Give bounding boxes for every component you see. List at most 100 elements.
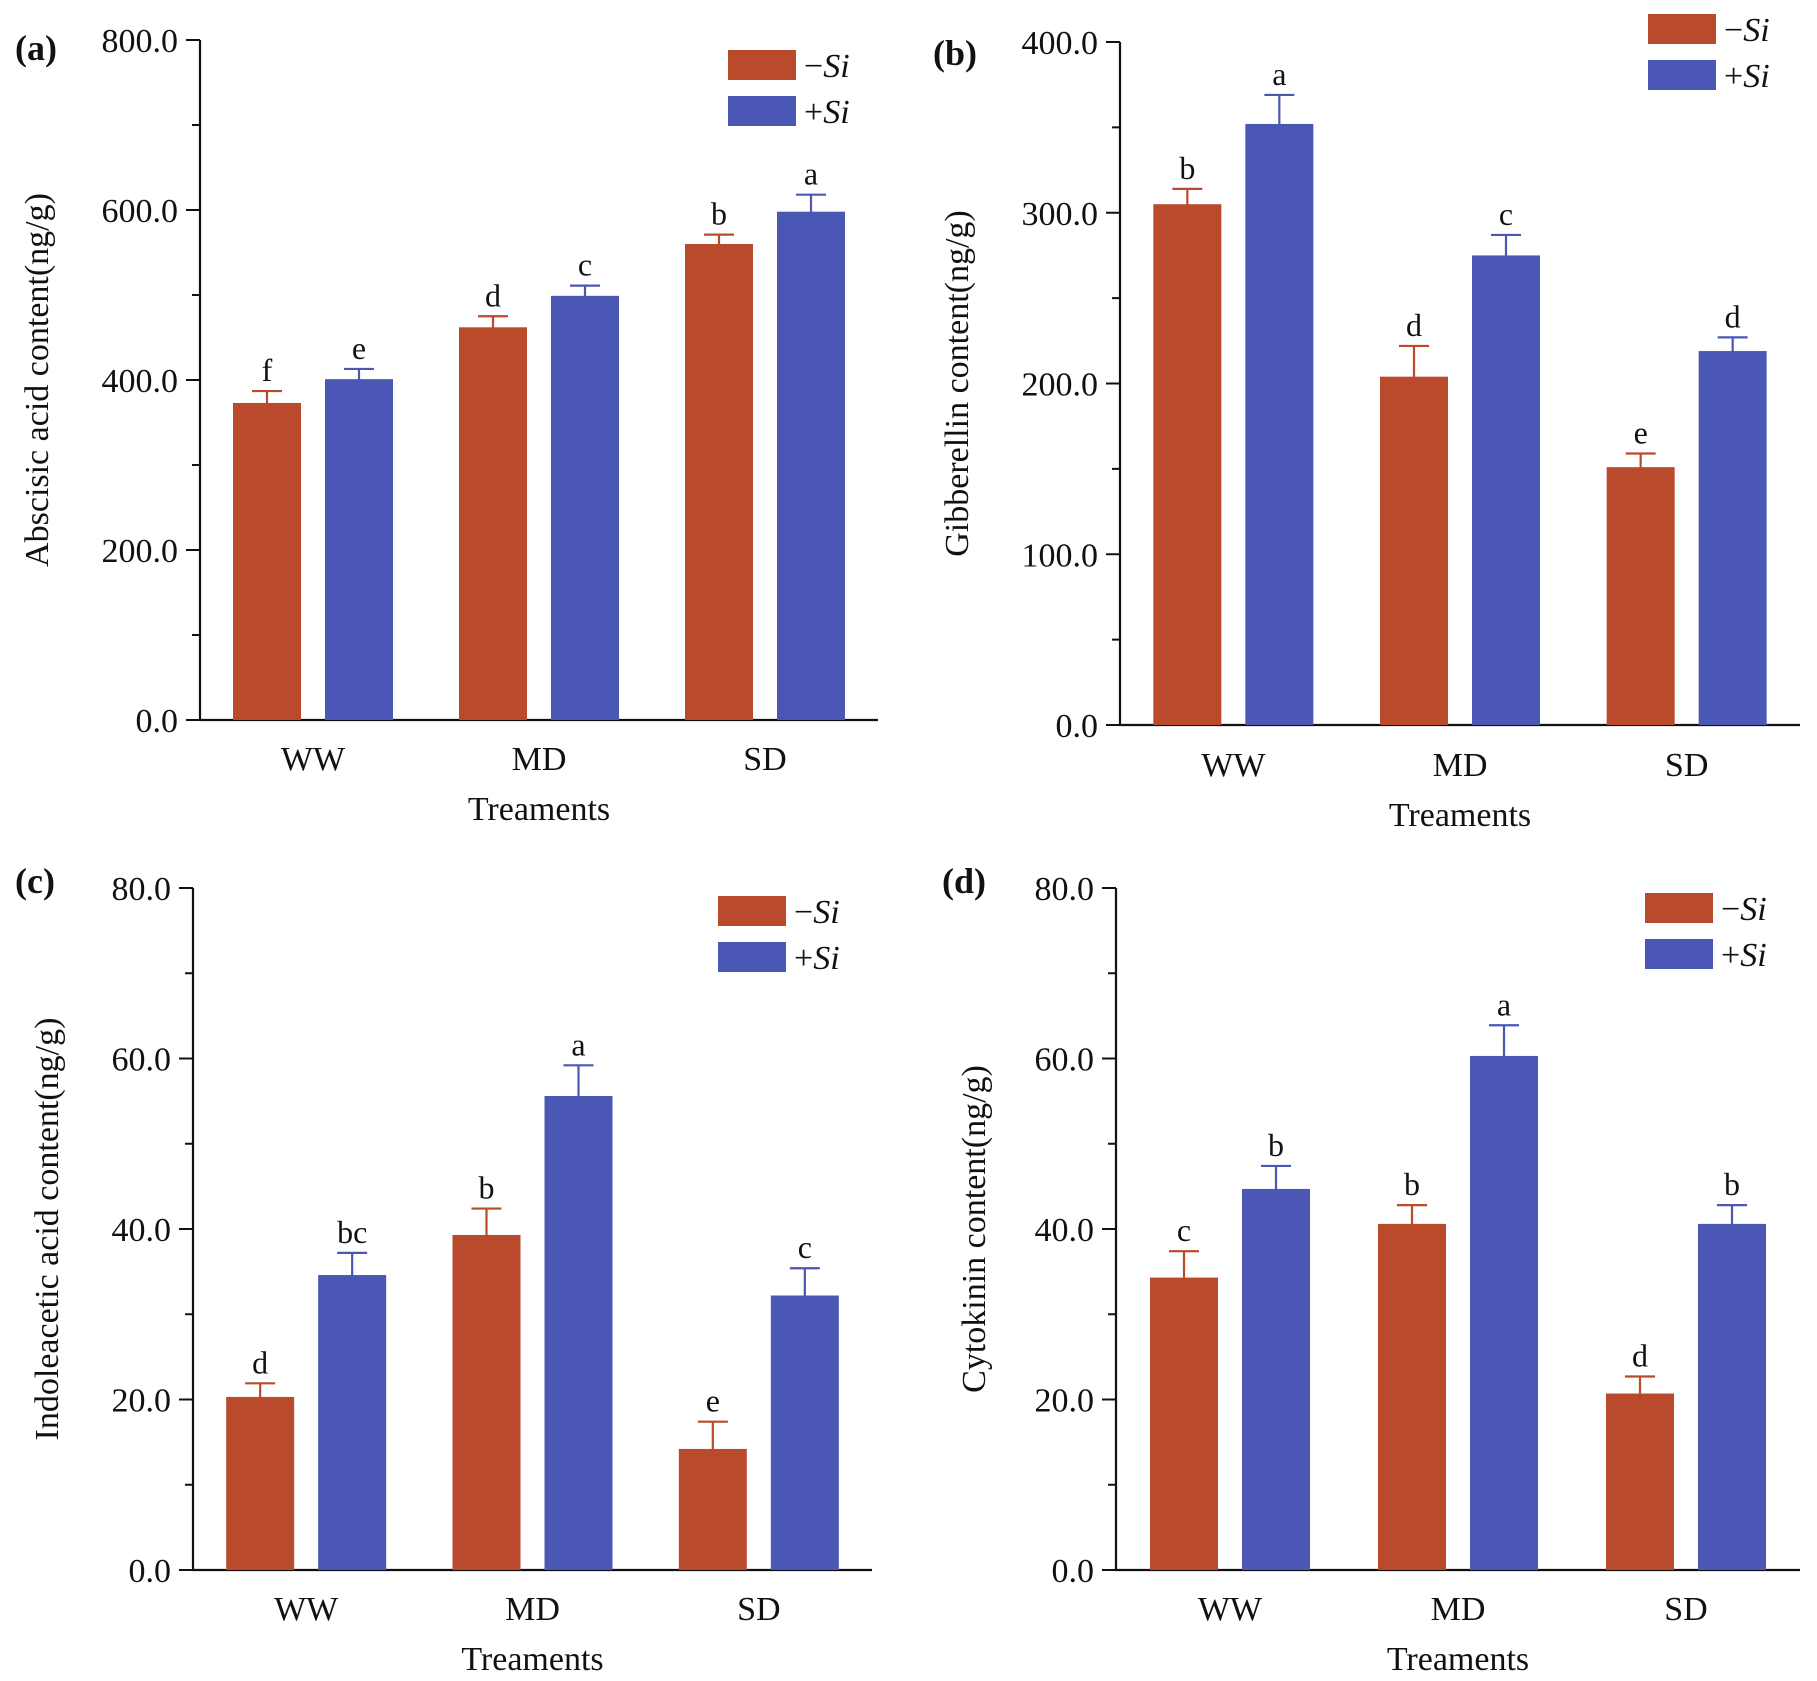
y-tick-label: 300.0 <box>1022 196 1099 233</box>
x-tick-label: SD <box>1664 1591 1707 1628</box>
panel-label: (b) <box>933 33 977 73</box>
significance-label: d <box>252 1344 268 1380</box>
legend-label-minus-si: −Si <box>1721 891 1767 928</box>
legend-swatch-minus-si <box>1645 893 1713 923</box>
bar-plus-si-sd <box>1698 351 1767 725</box>
panel-label: (c) <box>15 861 55 901</box>
legend-label-minus-si: −Si <box>794 894 840 931</box>
bar-plus-si-md <box>551 295 619 720</box>
significance-label: c <box>798 1229 812 1265</box>
significance-label: b <box>1179 150 1195 186</box>
legend-sign: + <box>794 940 813 977</box>
x-axis-title: Treaments <box>1387 1641 1529 1678</box>
significance-label: b <box>479 1170 495 1206</box>
significance-label: a <box>1497 986 1511 1022</box>
legend-sign: + <box>1724 58 1743 95</box>
legend-sign: − <box>804 48 823 85</box>
x-tick-label: SD <box>1665 747 1708 784</box>
legend-label-plus-si: +Si <box>1724 58 1770 95</box>
bar-plus-si-md <box>1470 1055 1538 1570</box>
bar-minus-si-md <box>459 327 527 720</box>
significance-label: a <box>1272 56 1286 92</box>
y-tick-label: 40.0 <box>112 1212 172 1249</box>
legend-label-plus-si: +Si <box>804 94 850 131</box>
panel-label: (d) <box>942 861 986 901</box>
significance-label: c <box>578 247 592 283</box>
significance-label: c <box>1177 1212 1191 1248</box>
legend-name: Si <box>1743 58 1769 95</box>
y-tick-label: 400.0 <box>1022 25 1099 62</box>
y-tick-label: 100.0 <box>1022 537 1099 574</box>
x-axis-title: Treaments <box>461 1641 603 1678</box>
panel-a: 0.0 200.0 400.0 600.0 800.0 f e WW d c MD b a SD Tream… <box>15 23 878 828</box>
bar-plus-si-md <box>544 1096 613 1570</box>
bar-plus-si-sd <box>777 211 845 720</box>
legend-name: Si <box>823 94 849 131</box>
significance-label: e <box>1634 415 1648 451</box>
significance-label: a <box>804 156 818 192</box>
y-tick-label: 80.0 <box>1035 871 1095 908</box>
y-tick-label: 200.0 <box>1022 367 1099 404</box>
y-tick-label: 0.0 <box>136 703 179 740</box>
bar-plus-si-ww <box>318 1275 387 1570</box>
y-tick-label: 80.0 <box>112 871 172 908</box>
legend-name: Si <box>813 940 839 977</box>
legend-label-plus-si: +Si <box>1721 937 1767 974</box>
legend-swatch-plus-si <box>728 96 796 126</box>
y-tick-label: 0.0 <box>1056 708 1099 745</box>
significance-label: b <box>711 196 727 232</box>
bar-minus-si-md <box>1378 1223 1446 1570</box>
y-tick-label: 400.0 <box>102 363 179 400</box>
bar-minus-si-ww <box>233 402 301 720</box>
bar-minus-si-md <box>452 1234 521 1570</box>
x-tick-label: WW <box>1198 1591 1263 1628</box>
bar-minus-si-md <box>1380 376 1448 725</box>
x-tick-label: MD <box>1433 747 1488 784</box>
y-tick-label: 20.0 <box>112 1383 172 1420</box>
bar-plus-si-ww <box>1245 123 1314 725</box>
bar-plus-si-sd <box>770 1295 839 1570</box>
bar-minus-si-ww <box>1153 204 1222 725</box>
y-tick-label: 60.0 <box>1035 1042 1095 1079</box>
y-tick-label: 40.0 <box>1035 1212 1095 1249</box>
legend-swatch-plus-si <box>718 942 786 972</box>
y-tick-label: 200.0 <box>102 533 179 570</box>
significance-label: e <box>352 330 366 366</box>
significance-label: a <box>571 1026 585 1062</box>
significance-label: b <box>1268 1127 1284 1163</box>
x-tick-label: MD <box>512 741 567 778</box>
bar-minus-si-sd <box>685 244 753 720</box>
significance-label: f <box>262 352 273 388</box>
y-tick-label: 600.0 <box>102 193 179 230</box>
x-tick-label: SD <box>737 1591 780 1628</box>
y-tick-label: 0.0 <box>129 1553 172 1590</box>
y-axis-title: Gibberellin content(ng/g) <box>939 210 976 557</box>
legend-swatch-plus-si <box>1645 939 1713 969</box>
significance-label: e <box>706 1383 720 1419</box>
significance-label: c <box>1499 196 1513 232</box>
legend-name: Si <box>1743 12 1769 49</box>
legend-label-minus-si: −Si <box>804 48 850 85</box>
legend-sign: + <box>1721 937 1740 974</box>
bar-minus-si-sd <box>1606 467 1675 725</box>
bar-plus-si-ww <box>1242 1188 1310 1570</box>
significance-label: d <box>1632 1337 1648 1373</box>
x-tick-label: WW <box>274 1591 339 1628</box>
significance-label: b <box>1724 1166 1740 1202</box>
x-tick-label: WW <box>1201 747 1266 784</box>
y-tick-label: 0.0 <box>1052 1553 1095 1590</box>
y-axis-title: Cytokinin content(ng/g) <box>956 1065 993 1393</box>
significance-label: d <box>1725 298 1741 334</box>
bar-plus-si-sd <box>1698 1223 1766 1570</box>
x-axis-title: Treaments <box>1389 797 1531 834</box>
significance-label: bc <box>337 1214 367 1250</box>
y-axis-title: Indoleacetic acid content(ng/g) <box>29 1018 66 1441</box>
y-tick-label: 800.0 <box>102 23 179 60</box>
legend-label-minus-si: −Si <box>1724 12 1770 49</box>
x-tick-label: MD <box>1431 1591 1486 1628</box>
legend-sign: − <box>794 894 813 931</box>
bar-plus-si-md <box>1472 255 1540 725</box>
y-tick-label: 20.0 <box>1035 1383 1095 1420</box>
legend-sign: + <box>804 94 823 131</box>
